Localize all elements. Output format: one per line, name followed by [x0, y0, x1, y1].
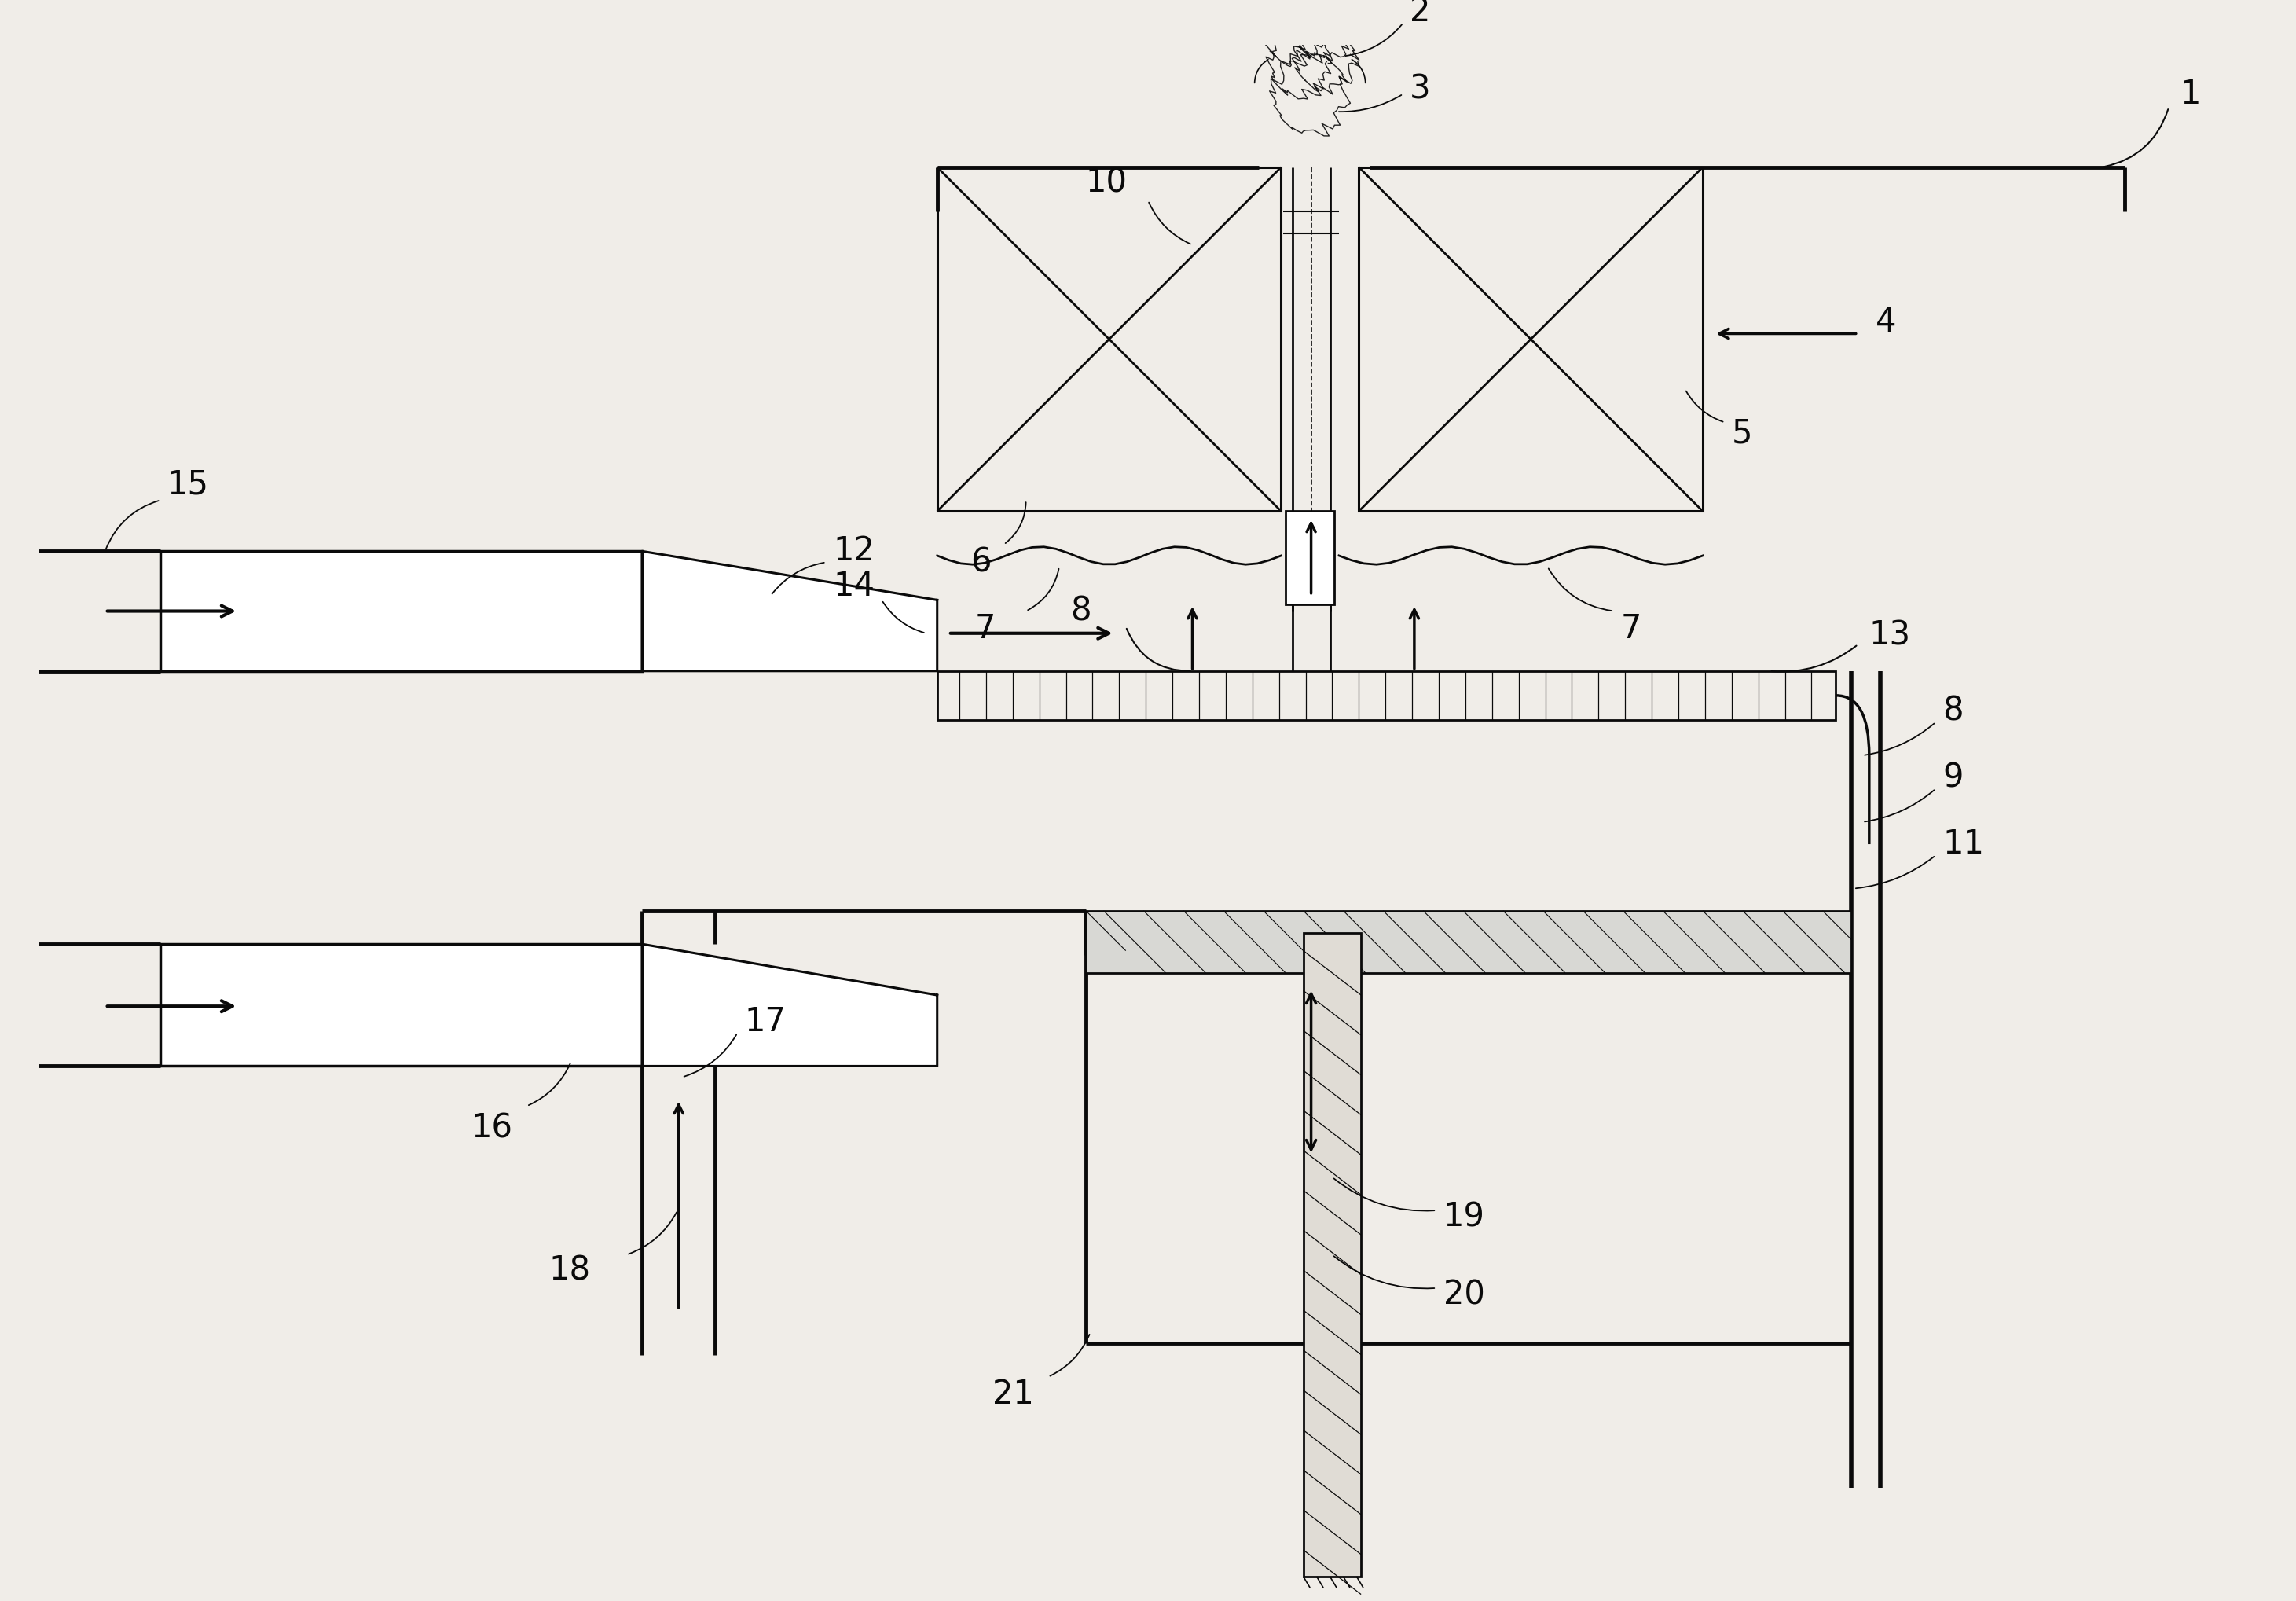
Bar: [161, 945, 643, 1066]
Text: 14: 14: [833, 570, 875, 604]
Bar: [1359, 167, 1704, 511]
Text: 12: 12: [833, 535, 875, 568]
Text: 10: 10: [1086, 167, 1127, 199]
Text: 6: 6: [971, 546, 992, 580]
Polygon shape: [643, 945, 937, 1066]
Text: 19: 19: [1444, 1201, 1486, 1233]
Text: 7: 7: [1621, 612, 1642, 645]
Bar: [937, 671, 1837, 720]
Text: 7: 7: [976, 612, 996, 645]
Bar: [161, 551, 643, 671]
Text: 3: 3: [1410, 74, 1430, 106]
Text: 20: 20: [1444, 1278, 1486, 1311]
Text: 8: 8: [1070, 594, 1091, 628]
Bar: [1286, 511, 1334, 605]
Text: 9: 9: [1942, 760, 1963, 794]
Text: 21: 21: [992, 1378, 1033, 1410]
Bar: [1086, 911, 1851, 973]
Text: 13: 13: [1869, 620, 1910, 652]
Bar: [937, 167, 1281, 511]
Text: 17: 17: [744, 1005, 785, 1037]
Text: 5: 5: [1731, 416, 1752, 450]
Text: 15: 15: [168, 467, 209, 501]
Polygon shape: [643, 551, 937, 671]
Text: 8: 8: [1942, 695, 1963, 727]
Text: 16: 16: [471, 1111, 512, 1145]
Text: 2: 2: [1410, 0, 1430, 29]
Text: 4: 4: [1876, 306, 1896, 339]
Text: 18: 18: [549, 1254, 590, 1287]
Text: 1: 1: [2179, 77, 2200, 110]
Bar: [1304, 933, 1362, 1577]
Text: 11: 11: [1942, 828, 1984, 861]
